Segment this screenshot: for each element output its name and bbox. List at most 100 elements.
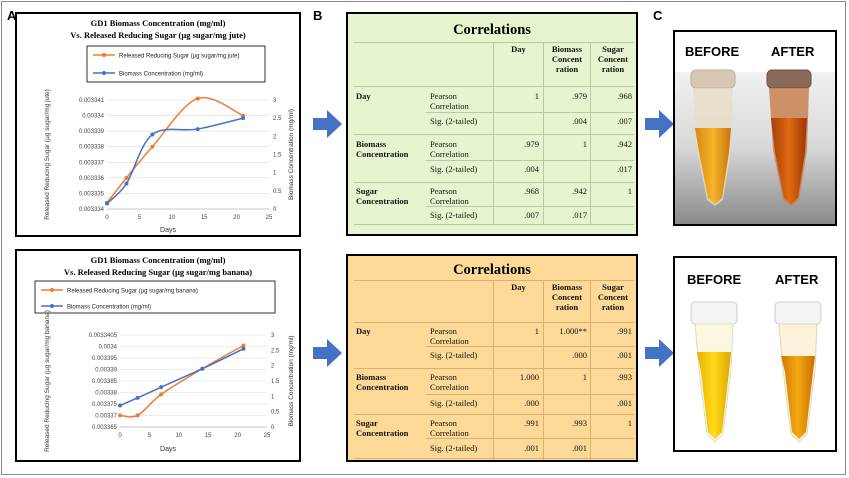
- y2-tick-label: 2: [273, 134, 277, 140]
- after-label: AFTER: [775, 272, 819, 287]
- data-point: [105, 201, 109, 206]
- chart-subtitle: Vs. Released Reducing Sugar (µg sugar/mg…: [64, 267, 252, 277]
- chart-subtitle: Vs. Released Reducing Sugar (µg sugar/mg…: [70, 30, 246, 40]
- legend-marker: [50, 304, 54, 308]
- cell: .017: [617, 164, 632, 174]
- correlations-table-jute: Correlations Day Biomass Concent ration …: [346, 12, 638, 236]
- x-tick-label: 15: [205, 433, 212, 439]
- chart-title: GD1 Biomass Concentration (mg/ml): [91, 255, 226, 265]
- x-tick-label: 10: [168, 215, 175, 221]
- data-point: [241, 343, 246, 348]
- y2-axis-label: Biomass Concentration (mg/ml): [288, 335, 295, 426]
- y-tick-label: 0.0034: [99, 345, 118, 351]
- jute-line-chart: GD1 Biomass Concentration (mg/ml) Vs. Rel…: [15, 12, 301, 237]
- y-tick-label: 0.003385: [92, 379, 118, 385]
- y-tick-label: 0.003365: [92, 425, 118, 431]
- row-label-biomass: Biomass Concentration: [356, 139, 409, 159]
- y2-tick-label: 0.5: [273, 189, 282, 195]
- panel-label-c: C: [653, 8, 663, 23]
- x-tick-label: 0: [105, 215, 109, 221]
- y-axis-label: Released Reducing Sugar (µg sugar/mg ban…: [44, 310, 51, 452]
- data-point: [241, 116, 246, 121]
- photo-banana-tubes: BEFORE AFTER: [673, 256, 837, 452]
- data-point: [159, 392, 164, 397]
- before-label: BEFORE: [685, 44, 740, 59]
- arrow-right-icon: [645, 339, 674, 367]
- pearson-label: Pearson Correlation: [430, 326, 469, 346]
- y2-tick-label: 2: [271, 364, 275, 370]
- table-title: Correlations: [453, 262, 531, 278]
- row-label-sugar: Sugar Concentration: [356, 186, 409, 206]
- data-point: [118, 403, 122, 408]
- data-point: [195, 96, 200, 101]
- data-point: [124, 181, 129, 186]
- y2-tick-label: 2.5: [271, 348, 280, 354]
- cell: 1: [627, 418, 632, 428]
- row-label-day: Day: [356, 326, 371, 336]
- cell: 1: [627, 186, 632, 196]
- y2-tick-label: 1.5: [271, 379, 280, 385]
- y-tick-label: 0.0033405: [89, 333, 118, 339]
- x-tick-label: 5: [138, 215, 142, 221]
- y-tick-label: 0.003375: [92, 402, 118, 408]
- legend-marker: [102, 53, 106, 57]
- cell: .968: [524, 186, 539, 196]
- data-point: [124, 175, 129, 180]
- cell: 1: [534, 326, 539, 336]
- data-point: [135, 395, 140, 400]
- data-point: [118, 413, 122, 418]
- header-sugar: Sugar Concent ration: [597, 282, 629, 312]
- x-tick-label: 20: [233, 215, 240, 221]
- cell: .993: [572, 418, 587, 428]
- before-label: BEFORE: [687, 272, 742, 287]
- photo-jute-tubes: BEFORE AFTER: [673, 30, 837, 226]
- sig-label: Sig. (2-tailed): [430, 443, 478, 453]
- header-day: Day: [511, 44, 526, 54]
- data-point: [150, 132, 155, 137]
- pearson-label: Pearson Correlation: [430, 418, 469, 438]
- y-tick-label: 0.00339: [95, 368, 117, 374]
- table-title: Correlations: [453, 22, 531, 38]
- pearson-label: Pearson Correlation: [430, 186, 469, 206]
- cell: .007: [524, 210, 539, 220]
- y-tick-label: 0.00334: [82, 114, 104, 120]
- cell: 1: [534, 91, 539, 101]
- data-point: [135, 413, 140, 418]
- y-tick-label: 0.003339: [79, 129, 105, 135]
- y-tick-label: 0.003341: [79, 98, 105, 104]
- sig-label: Sig. (2-tailed): [430, 116, 478, 126]
- data-point: [200, 366, 205, 371]
- cell: .004: [572, 116, 587, 126]
- y-tick-label: 0.003338: [79, 145, 105, 151]
- y-tick-label: 0.003395: [92, 356, 118, 362]
- legend-marker: [102, 71, 106, 75]
- header-day: Day: [511, 282, 526, 292]
- cell: .979: [572, 91, 587, 101]
- data-point: [159, 385, 164, 390]
- legend-marker: [50, 288, 54, 292]
- x-axis-label: Days: [160, 227, 176, 234]
- y2-tick-label: 0.5: [271, 410, 280, 416]
- legend-box: [86, 45, 266, 83]
- series-line: [106, 96, 244, 204]
- y2-tick-label: 1.5: [273, 153, 282, 159]
- pearson-label: Pearson Correlation: [430, 91, 469, 111]
- row-label-day: Day: [356, 91, 371, 101]
- sig-label: Sig. (2-tailed): [430, 210, 478, 220]
- legend-label: Biomass Concentration (mg/ml): [119, 72, 203, 78]
- cell: .017: [572, 210, 587, 220]
- pearson-label: Pearson Correlation: [430, 372, 469, 392]
- legend-label: Released Reducing Sugar (µg sugar/mg ban…: [67, 289, 198, 295]
- x-tick-label: 5: [148, 433, 152, 439]
- y-tick-label: 0.00337: [95, 414, 117, 420]
- y-tick-label: 0.003334: [79, 207, 105, 213]
- x-tick-label: 15: [201, 215, 208, 221]
- y-tick-label: 0.003337: [79, 160, 105, 166]
- cell: .993: [617, 372, 632, 382]
- cell: .942: [617, 139, 632, 149]
- banana-chart-svg: GD1 Biomass Concentration (mg/ml) Vs. Rel…: [34, 255, 295, 453]
- x-tick-label: 10: [175, 433, 182, 439]
- correlations-table-banana: Correlations Day Biomass Concent ration …: [346, 254, 638, 462]
- y2-tick-label: 3: [273, 98, 277, 104]
